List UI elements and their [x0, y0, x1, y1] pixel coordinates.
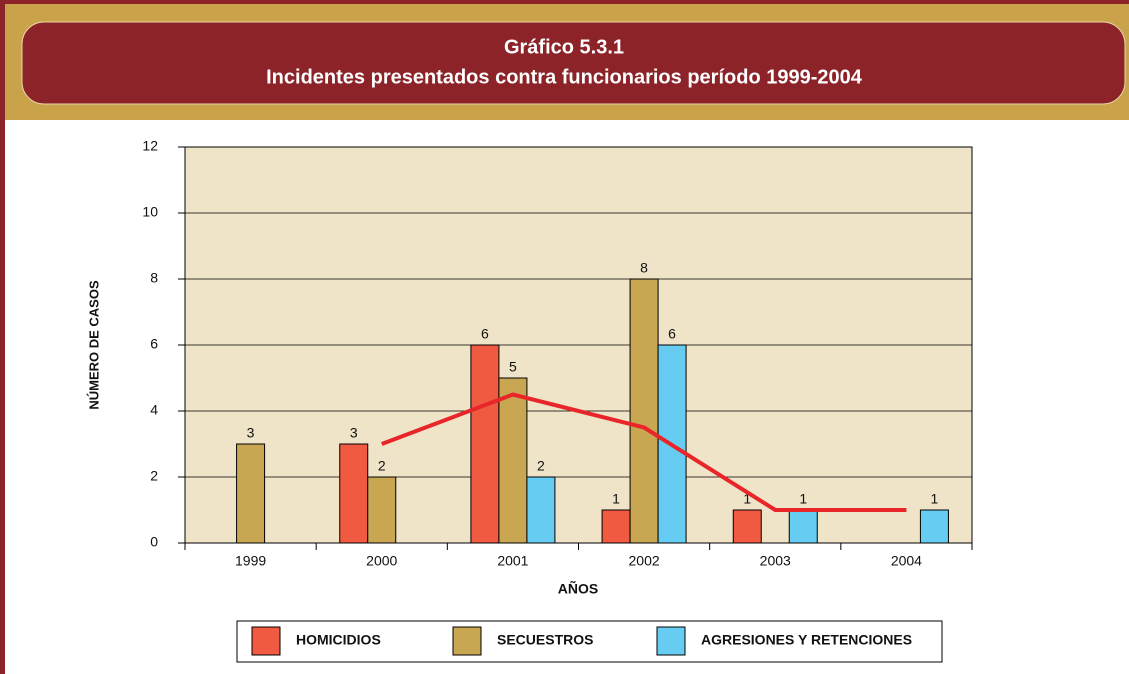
- bar: [367, 476, 397, 544]
- legend-swatch: [251, 626, 281, 656]
- data-label: 6: [481, 326, 489, 342]
- title-box: [21, 21, 1126, 105]
- x-tick-label: 1999: [235, 553, 266, 569]
- data-label: 1: [612, 491, 620, 507]
- data-label: 6: [668, 326, 676, 342]
- data-label: 3: [247, 425, 255, 441]
- y-axis-label: NÚMERO DE CASOS: [86, 280, 101, 410]
- data-label: 1: [931, 491, 939, 507]
- data-label: 1: [743, 491, 751, 507]
- bar: [236, 443, 266, 544]
- bar: [601, 509, 631, 544]
- legend-label: SECUESTROS: [497, 632, 593, 648]
- data-label: 8: [640, 260, 648, 276]
- x-tick-label: 2004: [891, 553, 922, 569]
- y-tick-label: 0: [150, 534, 158, 550]
- legend-swatch: [656, 626, 686, 656]
- y-tick-label: 12: [142, 138, 158, 154]
- y-tick-label: 4: [150, 402, 158, 418]
- bar: [788, 509, 818, 544]
- legend-label: AGRESIONES Y RETENCIONES: [701, 632, 912, 648]
- top-border: [0, 0, 1129, 4]
- x-tick-label: 2002: [629, 553, 660, 569]
- data-label: 2: [537, 458, 545, 474]
- y-tick-label: 8: [150, 270, 158, 286]
- data-label: 1: [799, 491, 807, 507]
- legend: [236, 620, 943, 663]
- legend-label: HOMICIDIOS: [296, 632, 381, 648]
- y-tick-label: 6: [150, 336, 158, 352]
- legend-swatch: [452, 626, 482, 656]
- y-tick-label: 10: [142, 204, 158, 220]
- bar: [732, 509, 762, 544]
- chart-title: Gráfico 5.3.1: [504, 36, 624, 58]
- x-tick-label: 2003: [760, 553, 791, 569]
- bar: [339, 443, 369, 544]
- bar: [526, 476, 556, 544]
- bar: [629, 278, 659, 544]
- y-tick-label: 2: [150, 468, 158, 484]
- data-label: 2: [378, 458, 386, 474]
- data-label: 3: [350, 425, 358, 441]
- bar: [498, 377, 528, 544]
- x-axis-label: AÑOS: [558, 580, 598, 597]
- bar: [919, 509, 949, 544]
- x-tick-label: 2000: [366, 553, 397, 569]
- line: [381, 392, 907, 512]
- chart-subtitle: Incidentes presentados contra funcionari…: [266, 66, 863, 88]
- x-tick-label: 2001: [497, 553, 528, 569]
- data-label: 5: [509, 359, 517, 375]
- bar: [470, 344, 500, 544]
- left-border: [0, 0, 5, 674]
